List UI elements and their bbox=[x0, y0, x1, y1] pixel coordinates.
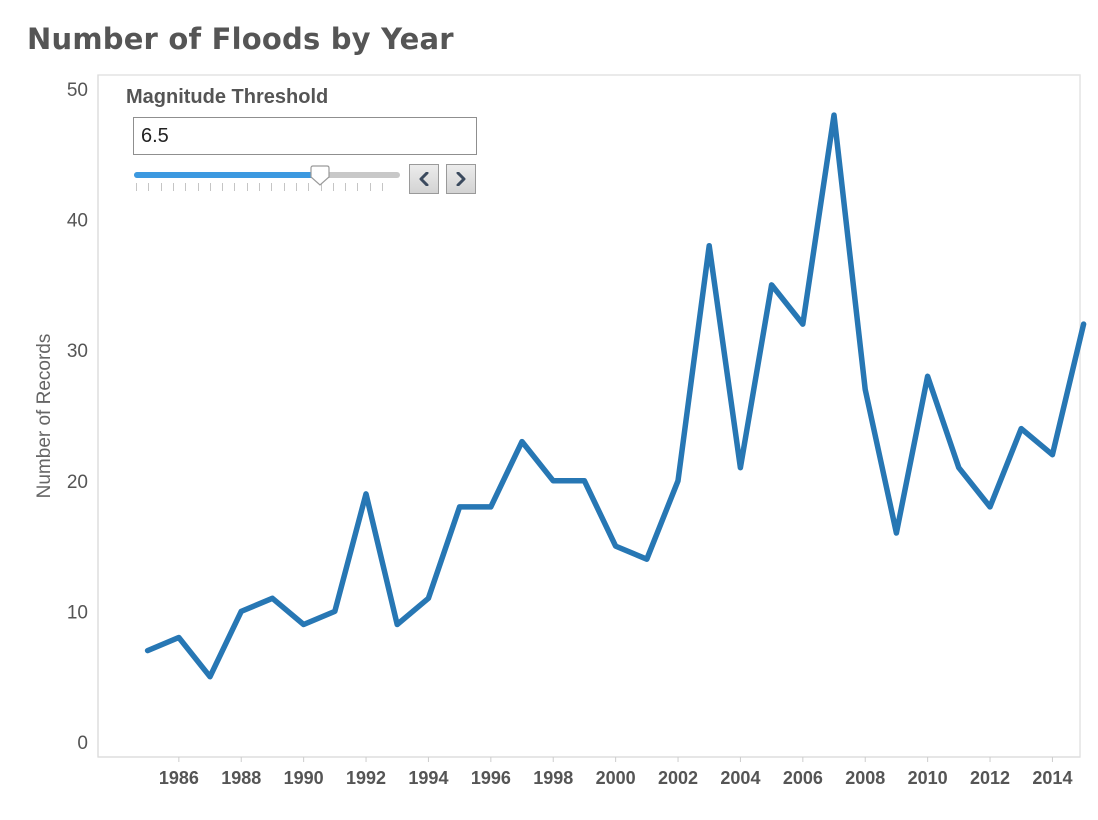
chevron-left-icon bbox=[419, 172, 429, 186]
slider-tick-mark bbox=[332, 183, 334, 191]
slider-tick-mark bbox=[222, 183, 224, 191]
slider-tick-mark bbox=[369, 183, 371, 191]
y-tick-label: 0 bbox=[77, 733, 88, 754]
next-value-button[interactable] bbox=[446, 164, 476, 194]
y-tick-label: 50 bbox=[67, 80, 88, 101]
parameter-title: Magnitude Threshold bbox=[126, 86, 329, 108]
threshold-value-input[interactable] bbox=[133, 117, 477, 155]
x-tick-label: 2010 bbox=[908, 768, 948, 788]
slider-tick-mark bbox=[308, 183, 310, 191]
slider-tick-mark bbox=[160, 183, 162, 191]
x-tick-label: 1986 bbox=[159, 768, 199, 788]
slider-tick-mark bbox=[234, 183, 236, 191]
x-tick-label: 2014 bbox=[1032, 768, 1072, 788]
series-line-floods bbox=[144, 112, 1087, 680]
slider-tick-mark bbox=[185, 183, 187, 191]
y-tick-label: 30 bbox=[67, 341, 88, 362]
x-tick-label: 1994 bbox=[408, 768, 448, 788]
y-tick-label: 40 bbox=[67, 211, 88, 232]
slider-tick-mark bbox=[259, 183, 260, 191]
slider-tick-mark bbox=[382, 183, 383, 191]
x-tick-label: 2002 bbox=[658, 768, 698, 788]
x-tick-label: 2000 bbox=[596, 768, 636, 788]
slider-tick-mark bbox=[197, 183, 199, 191]
slider-tick-marks bbox=[136, 183, 398, 193]
y-tick-label: 20 bbox=[67, 472, 88, 493]
slider-tick-mark bbox=[345, 183, 347, 191]
slider-tick-mark bbox=[283, 183, 285, 191]
x-tick-label: 2004 bbox=[720, 768, 760, 788]
x-tick-label: 1992 bbox=[346, 768, 386, 788]
slider-tick-mark bbox=[209, 183, 211, 191]
slider-tick-mark bbox=[271, 183, 273, 191]
x-tick-label: 2008 bbox=[845, 768, 885, 788]
x-tick-label: 1996 bbox=[471, 768, 511, 788]
slider-tick-mark bbox=[148, 183, 150, 191]
y-tick-label: 10 bbox=[67, 602, 88, 623]
slider-tick-mark bbox=[172, 183, 174, 191]
x-tick-label: 2006 bbox=[783, 768, 823, 788]
x-tick-label: 1988 bbox=[221, 768, 261, 788]
page-title: Number of Floods by Year bbox=[27, 22, 454, 56]
slider-tick-mark bbox=[295, 183, 297, 191]
threshold-slider[interactable] bbox=[134, 165, 400, 195]
x-tick-label: 1998 bbox=[533, 768, 573, 788]
x-tick-label: 2012 bbox=[970, 768, 1010, 788]
y-axis-title: Number of Records bbox=[34, 334, 55, 499]
x-tick-label: 1990 bbox=[284, 768, 324, 788]
slider-tick-mark bbox=[136, 183, 137, 191]
slider-tick-mark bbox=[246, 183, 248, 191]
previous-value-button[interactable] bbox=[409, 164, 439, 194]
chevron-right-icon bbox=[456, 172, 466, 186]
slider-tick-mark bbox=[357, 183, 359, 191]
slider-tick-mark bbox=[320, 183, 322, 191]
slider-thumb-icon bbox=[310, 165, 330, 186]
magnitude-threshold-control: Magnitude Threshold bbox=[126, 84, 482, 204]
slider-thumb[interactable] bbox=[309, 165, 331, 187]
slider-fill bbox=[134, 172, 321, 178]
